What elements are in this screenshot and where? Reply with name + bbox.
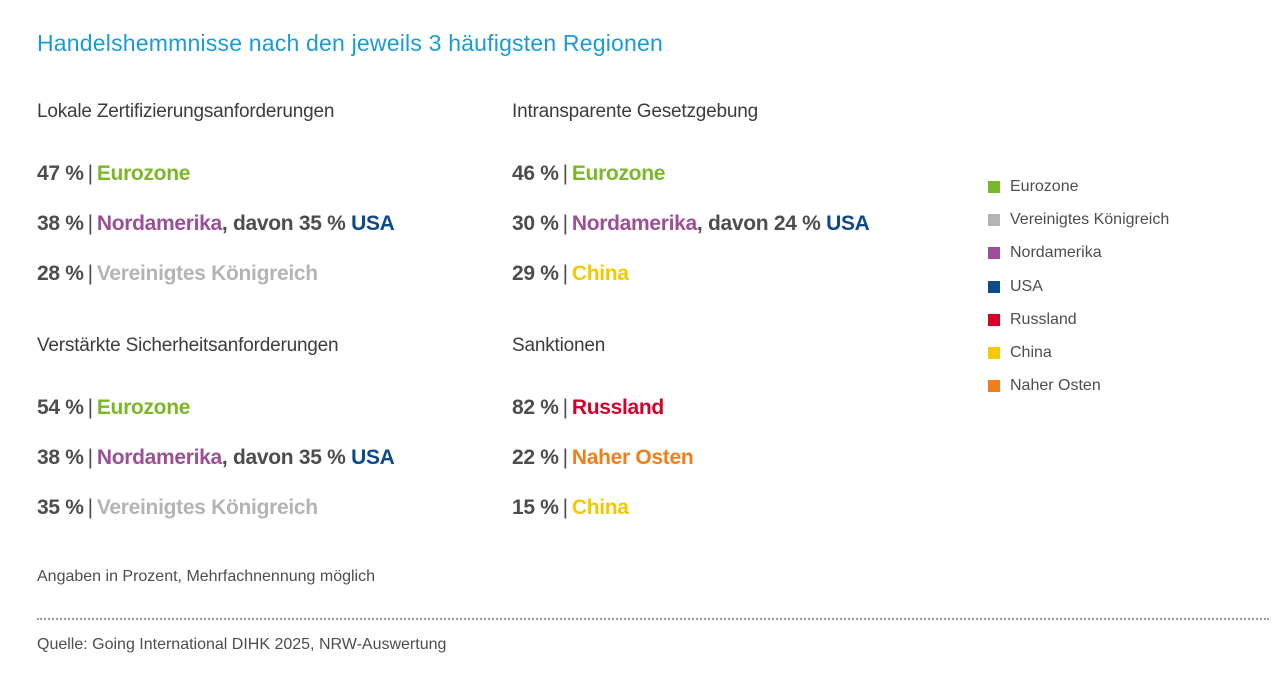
value-label: 35 %	[37, 496, 84, 519]
chart-title: Handelshemmnisse nach den jeweils 3 häuf…	[37, 30, 663, 56]
section-lokale-zertifizierung: Lokale Zertifizierungsanforderungen 47 %…	[37, 99, 477, 309]
separator: |	[562, 262, 568, 285]
region-label-usa: USA	[826, 212, 870, 235]
value-label: 47 %	[37, 162, 84, 185]
value-label: 22 %	[512, 446, 559, 469]
separator: |	[87, 162, 93, 185]
section-title: Lokale Zertifizierungsanforderungen	[37, 101, 335, 122]
legend-label: Russland	[1010, 310, 1077, 328]
value-label: 46 %	[512, 162, 559, 185]
region-label-usa: USA	[351, 212, 395, 235]
legend-item-usa: USA	[988, 270, 1169, 303]
data-row: 54 % | Eurozone	[37, 393, 477, 443]
region-label-nordamerika: Nordamerika	[96, 446, 222, 469]
legend-label: Nordamerika	[1010, 244, 1102, 262]
section-rows: 46 % | Eurozone 30 % | Nordamerika, davon 24 …	[512, 159, 952, 309]
legend-item-nordamerika: Nordamerika	[988, 237, 1169, 270]
separator: |	[87, 396, 93, 419]
legend-swatch	[988, 280, 1000, 293]
data-row: 38 % | Nordamerika, davon 35 % USA	[37, 443, 477, 493]
separator: |	[562, 212, 568, 235]
value-label: 28 %	[37, 262, 84, 285]
data-row: 22 % | Naher Osten	[512, 443, 952, 493]
region-label-nordamerika: Nordamerika	[96, 212, 222, 235]
value-label: 30 %	[512, 212, 559, 235]
separator: |	[87, 212, 93, 235]
region-label-eurozone: Eurozone	[571, 162, 666, 185]
region-label-usa: USA	[351, 446, 395, 469]
data-row: 30 % | Nordamerika, davon 24 % USA	[512, 209, 952, 259]
region-label-eurozone: Eurozone	[96, 396, 191, 419]
section-title: Sanktionen	[512, 335, 606, 356]
value-label: 54 %	[37, 396, 84, 419]
legend-swatch	[988, 380, 1000, 393]
source-note: Quelle: Going International DIHK 2025, N…	[37, 636, 447, 653]
legend-label: Eurozone	[1010, 177, 1079, 195]
section-rows: 82 % | Russland 22 % | Naher Osten 15 % | China	[512, 393, 952, 543]
legend: Eurozone Vereinigtes Königreich Nordamerik…	[988, 170, 1169, 403]
data-row: 29 % | China	[512, 259, 952, 309]
section-sicherheitsanforderungen: Verstärkte Sicherheitsanforderungen 54 %…	[37, 333, 477, 543]
data-row: 38 % | Nordamerika, davon 35 % USA	[37, 209, 477, 259]
section-title: Intransparente Gesetzgebung	[512, 101, 758, 122]
value-label: 29 %	[512, 262, 559, 285]
value-label: 38 %	[37, 212, 84, 235]
legend-swatch	[988, 247, 1000, 260]
legend-item-eurozone: Eurozone	[988, 170, 1169, 203]
region-label-naher-osten: Naher Osten	[571, 446, 694, 469]
sub-value-label: , davon 24 %	[696, 212, 827, 235]
value-label: 82 %	[512, 396, 559, 419]
legend-label: Vereinigtes Königreich	[1010, 210, 1170, 228]
separator: |	[562, 162, 568, 185]
value-label: 38 %	[37, 446, 84, 469]
separator: |	[87, 262, 93, 285]
legend-label: China	[1010, 344, 1052, 362]
legend-item-naher-osten: Naher Osten	[988, 370, 1169, 403]
value-label: 15 %	[512, 496, 559, 519]
separator: |	[562, 396, 568, 419]
legend-label: USA	[1010, 277, 1043, 295]
legend-label: Naher Osten	[1010, 377, 1101, 395]
section-rows: 54 % | Eurozone 38 % | Nordamerika, davon 35 …	[37, 393, 477, 543]
legend-swatch	[988, 347, 1000, 360]
footnote: Angaben in Prozent, Mehrfachnennung mögl…	[37, 568, 375, 585]
section-sanktionen: Sanktionen 82 % | Russland 22 % | Naher Osten…	[512, 333, 952, 543]
separator: |	[87, 446, 93, 469]
data-row: 35 % | Vereinigtes Königreich	[37, 493, 477, 543]
region-label-eurozone: Eurozone	[96, 162, 191, 185]
section-intransparente-gesetzgebung: Intransparente Gesetzgebung 46 % | Eurozon…	[512, 99, 952, 309]
legend-swatch	[988, 313, 1000, 326]
sub-value-label: , davon 35 %	[221, 446, 352, 469]
data-row: 28 % | Vereinigtes Königreich	[37, 259, 477, 309]
region-label-vereinigtes-k-nigreich: Vereinigtes Königreich	[96, 262, 318, 285]
region-label-china: China	[571, 496, 629, 519]
legend-swatch	[988, 180, 1000, 193]
separator: |	[562, 446, 568, 469]
data-row: 47 % | Eurozone	[37, 159, 477, 209]
sub-value-label: , davon 35 %	[221, 212, 352, 235]
dotted-divider	[37, 618, 1269, 620]
data-row: 46 % | Eurozone	[512, 159, 952, 209]
separator: |	[87, 496, 93, 519]
data-row: 82 % | Russland	[512, 393, 952, 443]
data-row: 15 % | China	[512, 493, 952, 543]
legend-item-vereinigtes-k-nigreich: Vereinigtes Königreich	[988, 203, 1169, 236]
section-rows: 47 % | Eurozone 38 % | Nordamerika, davon 35 …	[37, 159, 477, 309]
legend-item-china: China	[988, 336, 1169, 369]
legend-swatch	[988, 213, 1000, 226]
separator: |	[562, 496, 568, 519]
region-label-china: China	[571, 262, 629, 285]
legend-item-russland: Russland	[988, 303, 1169, 336]
section-title: Verstärkte Sicherheitsanforderungen	[37, 335, 339, 356]
region-label-russland: Russland	[571, 396, 664, 419]
region-label-nordamerika: Nordamerika	[571, 212, 697, 235]
region-label-vereinigtes-k-nigreich: Vereinigtes Königreich	[96, 496, 318, 519]
